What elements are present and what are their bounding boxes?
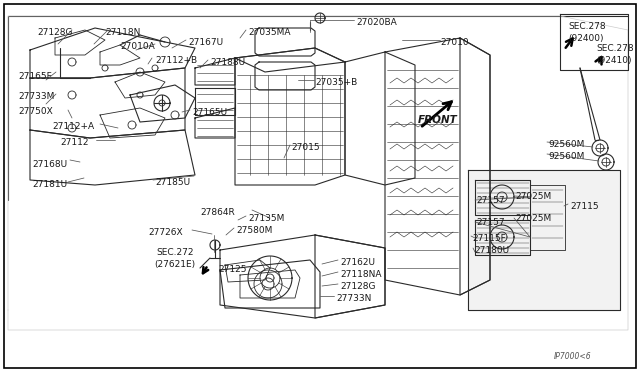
Text: FRONT: FRONT <box>418 115 458 125</box>
Text: 27112+A: 27112+A <box>52 122 94 131</box>
Text: IP7000<6: IP7000<6 <box>554 352 591 361</box>
Text: (27621E): (27621E) <box>154 260 195 269</box>
Text: 27020BA: 27020BA <box>356 18 397 27</box>
Text: 27035+B: 27035+B <box>315 78 357 87</box>
Text: 27180U: 27180U <box>474 246 509 255</box>
Text: 27010: 27010 <box>440 38 468 47</box>
Text: 27112: 27112 <box>60 138 88 147</box>
Text: SEC.278: SEC.278 <box>596 44 634 53</box>
Text: 27025M: 27025M <box>515 214 551 223</box>
Text: 92560M: 92560M <box>548 140 584 149</box>
Text: SEC.272: SEC.272 <box>156 248 193 257</box>
Text: SEC.278: SEC.278 <box>568 22 605 31</box>
Polygon shape <box>468 170 620 310</box>
Text: 27115F: 27115F <box>472 234 506 243</box>
Text: 27135M: 27135M <box>248 214 284 223</box>
Text: 27025M: 27025M <box>515 192 551 201</box>
Text: 92560M: 92560M <box>548 152 584 161</box>
Text: 27010A: 27010A <box>120 42 155 51</box>
Text: 27726X: 27726X <box>148 228 182 237</box>
Text: 27185U: 27185U <box>155 178 190 187</box>
Text: 27165F: 27165F <box>18 72 52 81</box>
Text: 27035MA: 27035MA <box>248 28 291 37</box>
Text: (92400): (92400) <box>568 34 604 43</box>
Text: 27580M: 27580M <box>236 226 273 235</box>
Text: 27128G: 27128G <box>37 28 72 37</box>
Text: 27115: 27115 <box>570 202 598 211</box>
Text: 27157: 27157 <box>476 218 504 227</box>
Text: 27168U: 27168U <box>32 160 67 169</box>
Text: 27167U: 27167U <box>188 38 223 47</box>
Text: 27118NA: 27118NA <box>340 270 381 279</box>
Text: 27015: 27015 <box>291 143 319 152</box>
Text: (92410): (92410) <box>596 56 632 65</box>
Text: 27733M: 27733M <box>18 92 54 101</box>
Text: 27162U: 27162U <box>340 258 375 267</box>
Text: 27181U: 27181U <box>32 180 67 189</box>
Text: 27128G: 27128G <box>340 282 376 291</box>
Text: 27864R: 27864R <box>200 208 235 217</box>
Text: 27157: 27157 <box>476 196 504 205</box>
Text: 27165U: 27165U <box>192 108 227 117</box>
Text: 27112+B: 27112+B <box>155 56 197 65</box>
Text: 27118N: 27118N <box>105 28 140 37</box>
Text: 27125: 27125 <box>218 265 246 274</box>
Text: 27188U: 27188U <box>210 58 245 67</box>
Text: 27750X: 27750X <box>18 107 52 116</box>
Text: 27733N: 27733N <box>336 294 371 303</box>
